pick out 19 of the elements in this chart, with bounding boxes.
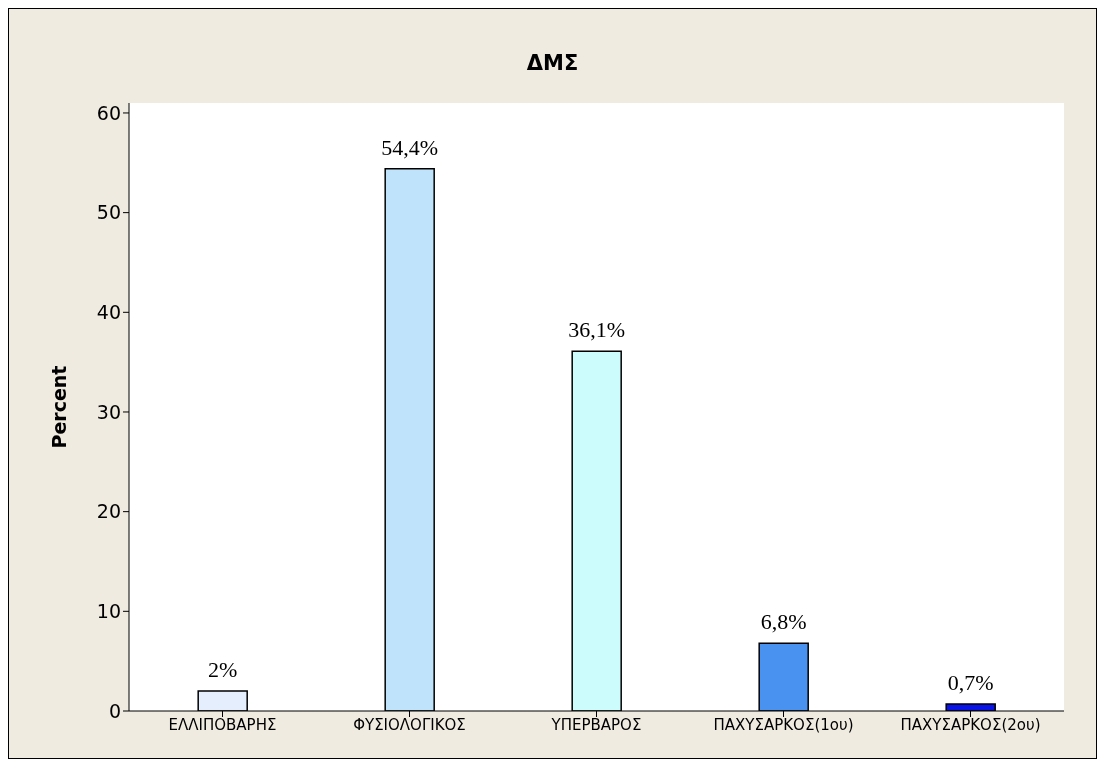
x-tick-label: ΕΛΛΙΠΟΒΑΡΗΣ bbox=[168, 715, 277, 734]
y-tick-label: 40 bbox=[96, 301, 121, 324]
y-axis-title: Percent bbox=[47, 365, 70, 449]
y-tick-label: 20 bbox=[96, 500, 121, 523]
y-tick-label: 50 bbox=[96, 201, 121, 224]
y-tick-label: 60 bbox=[96, 101, 121, 124]
x-tick-label: ΥΠΕΡΒΑΡΟΣ bbox=[550, 715, 642, 734]
x-tick-label: ΠΑΧΥΣΑΡΚΟΣ(1ου) bbox=[713, 715, 854, 734]
x-tick-label: ΠΑΧΥΣΑΡΚΟΣ(2ου) bbox=[900, 715, 1041, 734]
data-label: 0,7% bbox=[947, 670, 994, 696]
data-label: 54,4% bbox=[381, 134, 439, 160]
y-tick-label: 0 bbox=[108, 699, 121, 722]
chart-title: ΔΜΣ bbox=[525, 51, 580, 75]
y-tick-label: 30 bbox=[96, 400, 121, 423]
data-label: 36,1% bbox=[568, 317, 626, 343]
data-label: 6,8% bbox=[760, 609, 807, 635]
data-label: 2% bbox=[208, 657, 238, 683]
y-tick-label: 10 bbox=[96, 600, 121, 623]
x-tick-label: ΦΥΣΙΟΛΟΓΙΚΟΣ bbox=[353, 715, 466, 734]
